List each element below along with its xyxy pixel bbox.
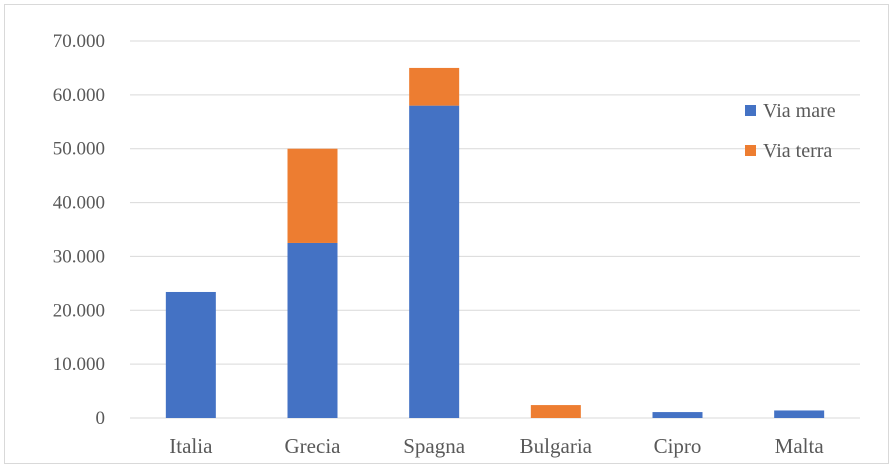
bar-layer xyxy=(165,67,825,418)
legend: Via mare Via terra xyxy=(745,100,836,162)
bar-via-mare xyxy=(287,242,338,418)
x-category-label: Bulgaria xyxy=(520,434,593,458)
x-category-label: Malta xyxy=(775,434,825,458)
bar-via-mare xyxy=(774,410,825,418)
bar-via-terra xyxy=(530,405,581,418)
y-tick-label: 60.000 xyxy=(53,85,105,106)
y-tick-label: 30.000 xyxy=(53,246,105,267)
legend-swatch xyxy=(745,105,756,116)
chart-svg: 0 10.000 20.000 30.000 40.000 50.000 60.000 70.… xyxy=(53,31,860,458)
bar-via-mare xyxy=(165,291,216,418)
bar-via-terra xyxy=(409,67,460,106)
bar-via-terra xyxy=(287,148,338,243)
x-category-label: Spagna xyxy=(403,434,466,458)
legend-swatch xyxy=(745,145,756,156)
y-tick-label: 40.000 xyxy=(53,193,105,214)
y-tick-label: 70.000 xyxy=(53,31,105,52)
y-tick-label: 20.000 xyxy=(53,300,105,321)
y-tick-label: 50.000 xyxy=(53,139,105,160)
x-category-label: Italia xyxy=(169,434,213,458)
bar-via-mare xyxy=(652,412,703,418)
y-tick-label: 0 xyxy=(96,408,106,429)
x-category-label: Cipro xyxy=(654,434,702,458)
y-tick-label: 10.000 xyxy=(53,354,105,375)
chart-frame: 0 10.000 20.000 30.000 40.000 50.000 60.000 70.… xyxy=(4,4,889,464)
bar-via-mare xyxy=(409,105,460,418)
legend-label: Via mare xyxy=(763,100,836,122)
legend-label: Via terra xyxy=(763,140,832,162)
x-axis-labels: Italia Grecia Spagna Bulgaria Cipro Malta xyxy=(169,434,824,458)
grid-layer xyxy=(130,40,860,419)
x-category-label: Grecia xyxy=(285,434,342,458)
y-axis-ticks: 0 10.000 20.000 30.000 40.000 50.000 60.000 70.… xyxy=(53,31,105,429)
